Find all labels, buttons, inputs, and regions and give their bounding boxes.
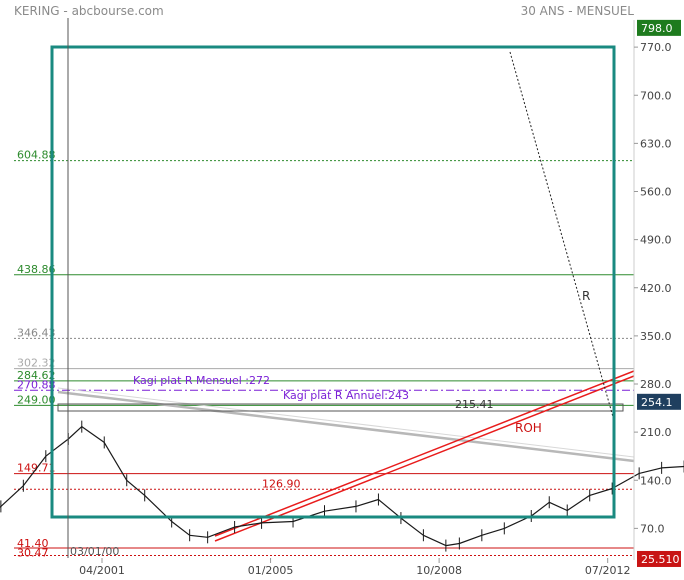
y-tick-label: 490.0 [640, 234, 672, 247]
roh-trend-line [214, 370, 635, 537]
y-tick-label: 350.0 [640, 330, 672, 343]
y-tick-label: 280.0 [640, 378, 672, 391]
x-tick-label: 10/2008 [416, 564, 462, 577]
x-tick-label: 01/2005 [248, 564, 294, 577]
level-label: 438.86 [17, 263, 56, 276]
x-tick-label: 04/2001 [79, 564, 125, 577]
level-label: 284.62 [17, 369, 56, 382]
level-label: 302.32 [17, 357, 56, 370]
r-trend-line [509, 51, 616, 425]
chart-title: KERING - abcbourse.com [14, 4, 164, 18]
price-line [0, 426, 684, 547]
teal-frame [50, 45, 616, 519]
axes: 70.0 140.0 210.0 280.0 350.0 420.0 490.0 560.0 6… [79, 19, 681, 577]
price-badge-label: 254.1 [641, 396, 673, 409]
cursor-date-label: 03/01/00 [70, 545, 119, 558]
annotation-roh: ROH [515, 421, 542, 435]
y-tick-label: 770.0 [640, 41, 672, 54]
chart-frame: 03/01/00 [50, 18, 616, 558]
timeframe-label: 30 ANS - MENSUEL [520, 4, 634, 18]
price-badge [637, 19, 681, 36]
y-tick-label: 700.0 [640, 89, 672, 102]
price-badge [637, 550, 681, 567]
annotations: Kagi plat R Mensuel :272 Kagi plat R Annu… [133, 289, 590, 435]
level-label: 30.47 [17, 547, 49, 560]
annotation-level-value: 215.41 [455, 398, 494, 411]
long-term-gray-line [57, 387, 635, 458]
trend-lines [57, 51, 635, 542]
price-badge [637, 393, 681, 410]
annotation-kagi-annuel: Kagi plat R Annuel:243 [283, 389, 409, 402]
price-badge-label: 25.510 [641, 553, 680, 566]
x-tick-label: 07/2012 [585, 564, 631, 577]
long-term-gray-line [57, 390, 635, 463]
price-badge-label: 798.0 [641, 22, 673, 35]
y-tick-label: 140.0 [640, 474, 672, 487]
y-tick-label: 70.0 [640, 522, 665, 535]
y-tick-label: 420.0 [640, 282, 672, 295]
level-label: 41.40 [17, 537, 49, 550]
level-label: 604.88 [17, 149, 56, 162]
level-label: 126.90 [262, 477, 301, 490]
y-tick-label: 210.0 [640, 426, 672, 439]
resistance-box [57, 403, 624, 412]
level-label: 346.43 [17, 326, 56, 339]
level-label: 249.00 [17, 393, 56, 406]
y-tick-label: 560.0 [640, 186, 672, 199]
roh-trend-line [214, 375, 635, 542]
y-tick-label: 630.0 [640, 137, 672, 150]
annotation-kagi-mensuel: Kagi plat R Mensuel :272 [133, 374, 270, 387]
level-label: 270.88 [17, 378, 56, 391]
annotation-r: R [582, 289, 590, 303]
